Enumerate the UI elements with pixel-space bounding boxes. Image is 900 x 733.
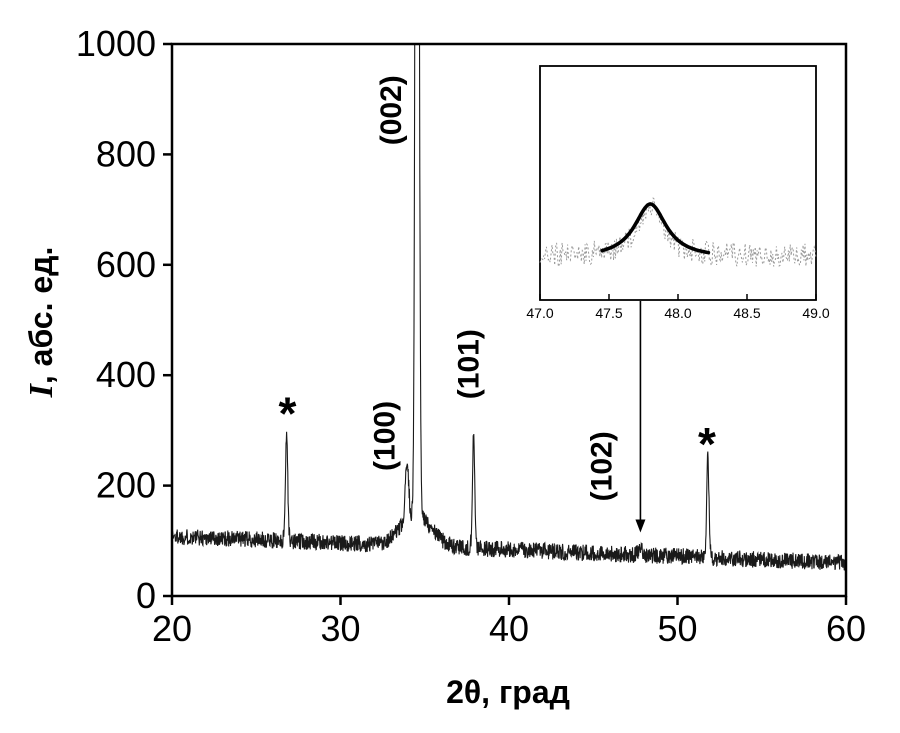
x-tick-label: 40	[489, 608, 529, 649]
x-tick-label: 60	[826, 608, 866, 649]
peak-label-4: (102)	[586, 431, 619, 501]
peak-label-1: (100)	[368, 401, 401, 471]
inset-plot: 47.0 47.5 48.0 48.5 49.0	[526, 65, 830, 321]
y-tick-label: 1000	[76, 23, 156, 64]
substrate-peak-marker-0: *	[278, 388, 296, 440]
peak-label-3: (101)	[453, 329, 486, 399]
arrowhead-icon	[635, 519, 646, 533]
y-tick-label: 400	[96, 354, 156, 395]
y-axis-label: I, абс. ед.	[23, 247, 61, 398]
inset-x-tick-label: 47.0	[526, 305, 553, 321]
inset-fit-line	[600, 202, 711, 255]
x-axis-label: 2θ, град	[446, 674, 570, 710]
peak-label-2: (002)	[375, 75, 408, 145]
inset-x-tick-label: 48.5	[733, 305, 760, 321]
peak-annotations: * (100) (002) (101) (102) *	[278, 75, 716, 501]
x-tick-label: 50	[657, 608, 697, 649]
y-tick-label: 800	[96, 133, 156, 174]
inset-pointer-arrow	[635, 301, 646, 533]
y-axis-units: , абс. ед.	[23, 246, 59, 385]
y-tick-label: 200	[96, 465, 156, 506]
substrate-peak-marker-5: *	[698, 418, 716, 470]
inset-x-tick-label: 47.5	[595, 305, 622, 321]
x-tick-label: 20	[152, 608, 192, 649]
y-tick-label: 0	[136, 575, 156, 616]
y-tick-label: 600	[96, 244, 156, 285]
inset-raw-trace	[539, 197, 817, 267]
x-tick-label: 30	[320, 608, 360, 649]
main-trace	[172, 44, 846, 572]
y-axis-symbol: I	[23, 384, 60, 398]
inset-frame	[539, 65, 817, 301]
inset-x-tick-label: 49.0	[802, 305, 829, 321]
inset-x-tick-label: 48.0	[664, 305, 691, 321]
